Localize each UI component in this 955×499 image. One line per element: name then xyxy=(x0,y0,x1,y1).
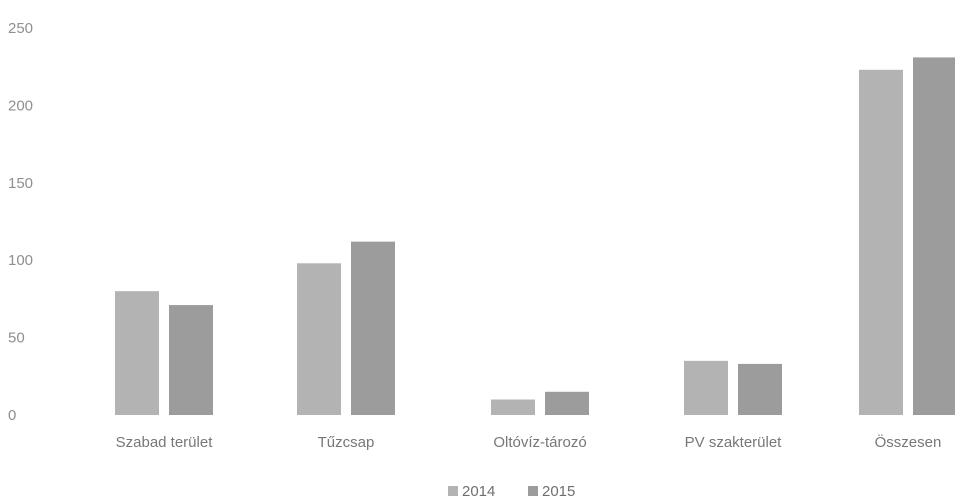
x-tick-label: Oltóvíz-tározó xyxy=(493,434,586,451)
y-tick-label: 50 xyxy=(8,330,25,347)
y-tick-label: 200 xyxy=(8,97,33,114)
bar-2015 xyxy=(351,241,395,415)
y-tick-label: 250 xyxy=(8,20,33,37)
bar-2014 xyxy=(684,360,728,415)
y-tick-label: 150 xyxy=(8,175,33,192)
bar-2015 xyxy=(738,363,782,415)
bar-2015 xyxy=(913,57,955,416)
legend-label-2014: 2014 xyxy=(462,483,495,499)
legend: 2014 2015 xyxy=(448,483,575,499)
plot-area xyxy=(115,57,955,416)
y-tick-label: 100 xyxy=(8,252,33,269)
x-tick-label: Összesen xyxy=(875,433,942,451)
y-tick-label: 0 xyxy=(8,407,16,424)
x-tick-label: PV szakterület xyxy=(685,434,783,451)
bar-2015 xyxy=(545,391,589,415)
x-axis: Szabad terület Tűzcsap Oltóvíz-tározó PV sz… xyxy=(116,433,942,451)
legend-label-2015: 2015 xyxy=(542,483,575,499)
y-axis: 0 50 100 150 200 250 xyxy=(8,20,33,424)
legend-swatch-2014 xyxy=(448,486,458,496)
bar-2014 xyxy=(491,399,535,415)
bar-2014 xyxy=(115,291,159,415)
legend-swatch-2015 xyxy=(528,486,538,496)
bar-2014 xyxy=(297,263,341,415)
x-tick-label: Szabad terület xyxy=(116,434,214,451)
bar-2015 xyxy=(169,305,213,415)
x-tick-label: Tűzcsap xyxy=(318,434,375,451)
bar-2014 xyxy=(859,69,903,416)
